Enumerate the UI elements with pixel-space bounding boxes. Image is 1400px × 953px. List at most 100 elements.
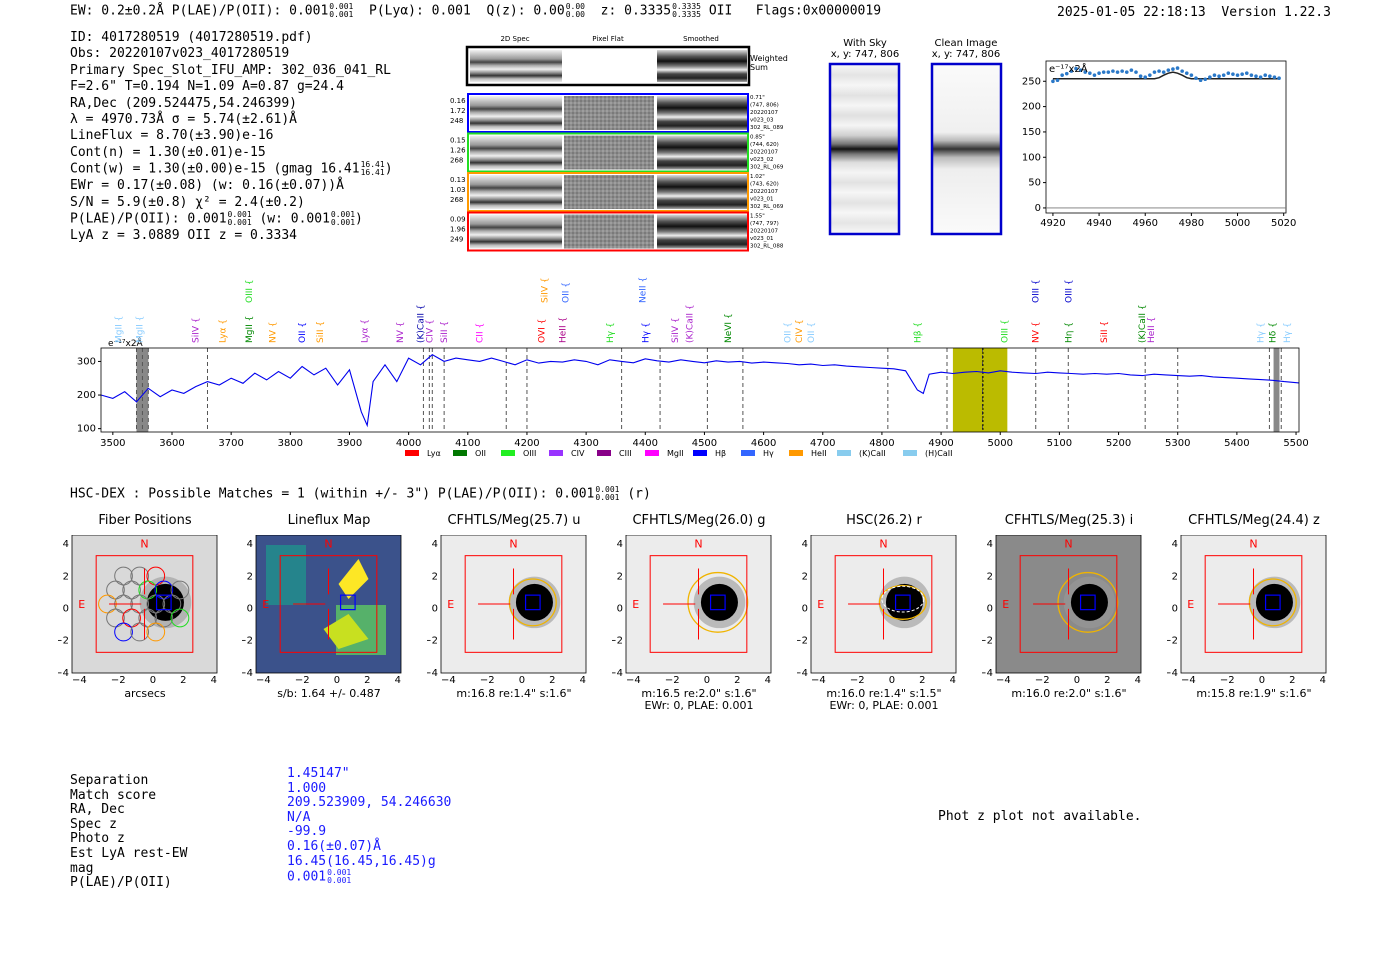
line-id-label: SiIV { (192, 317, 202, 343)
zoom-fit-line (1052, 71, 1280, 80)
zoom-data-point (1055, 78, 1060, 83)
source-core (146, 583, 184, 621)
line-id-label: OIII { (1032, 279, 1042, 303)
header-z-sup: 0.3335 (672, 2, 701, 11)
zoom-data-point (1064, 71, 1069, 76)
weighted-sum-row: Weighted Sum (465, 45, 788, 87)
info-cont-w-text: Cont(w) = 1.30(±0.00)e-15 (gmag 16.41 (70, 161, 360, 177)
fiber-meta-line: v023_01 (750, 236, 774, 242)
legend-label: MgII (667, 449, 684, 458)
panel-y-tick-label: 4 (1172, 539, 1178, 550)
fiber-row: 0.13 1.03 268 1.02" (743, 620)20220107 v023_0… (450, 172, 784, 212)
zoomed-spectrum-chart: 4920 4940 4960 4980 5000 5020 0 50 100 150 200 250 e… (1022, 60, 1296, 229)
full-x-tick-label: 4000 (396, 438, 421, 449)
zoom-scale-label: e⁻¹⁷x2Å (1049, 62, 1088, 75)
info-lineflux: LineFlux = 8.70(±3.90)e-16 (70, 128, 274, 144)
panel-x-ticks: −4 −2 0 2 4 (1181, 675, 1326, 686)
zoom-data-point (1240, 72, 1244, 76)
info-cont-n: Cont(n) = 1.30(±0.01)e-15 (70, 144, 266, 160)
legend-swatch (597, 450, 611, 456)
fiber-meta-line: 20220107 (750, 110, 778, 116)
full-x-tick-label: 4100 (455, 438, 480, 449)
panel-y-tick-label: −2 (982, 636, 993, 647)
line-id-label: Hη { (1064, 322, 1074, 343)
fiber-footprint (138, 608, 158, 628)
search-box (649, 555, 748, 653)
panel-x-tick-label: 0 (1258, 675, 1266, 686)
detection-info: ID: 4017280519 (4017280519.pdf) Obs: 202… (70, 30, 393, 244)
zoom-data-point (1124, 70, 1129, 74)
fiber-stat-a: 0.09 (450, 216, 466, 224)
header-summary: EW: 0.2±0.2Å P(LAE)/P(OII): 0.001 0.001 0.… (70, 3, 881, 19)
with-sky-header: With Sky x, y: 747, 806 (828, 38, 902, 60)
match-val-radec: 209.523909, 54.246630 (287, 795, 452, 811)
east-label: E (1002, 598, 1009, 611)
zoom-data-point (1166, 68, 1171, 72)
panel-x-tick-label: 4 (764, 675, 771, 686)
panel-y-tick-label: −2 (58, 636, 69, 647)
fiber-row: 0.16 1.72 248 0.71" (747, 806)20220107 v023_0… (450, 93, 784, 133)
fiber-footprint (122, 608, 141, 628)
info-plae-b-sub: 0.001 (330, 217, 356, 227)
panel-y-tick-label: 2 (247, 571, 253, 582)
zoom-data-point (1258, 75, 1263, 80)
line-id-label: SiII { (316, 321, 326, 343)
header-ew-plae: EW: 0.2±0.2Å P(LAE)/P(OII): 0.001 (70, 3, 329, 19)
hsc-panel-title: CFHTLS/Meg(25.3) i (1004, 513, 1134, 528)
line-id-label: NV { (269, 322, 279, 343)
fiber-frame (467, 172, 749, 212)
legend-label: HeII (811, 449, 827, 458)
line-id-label: SiIV { (671, 317, 681, 343)
header-z-sub: 0.3335 (672, 10, 701, 19)
zoom-data-point (1244, 71, 1249, 75)
fiber-footprint (130, 622, 150, 642)
fiber-footprint (146, 566, 166, 586)
line-id-label: (K)CaII { (686, 304, 696, 343)
masked-band (1273, 348, 1280, 432)
hsc-panel-caption-line: m:16.8 re:1.4" s:1.6" (456, 687, 572, 700)
with-sky-title: With Sky (843, 38, 887, 49)
hsc-panel-title: CFHTLS/Meg(26.0) g (632, 513, 766, 528)
header-z-fraction: 0.3335 0.3335 (672, 3, 701, 19)
fiber-stat-c: 248 (450, 117, 463, 125)
zoom-x-tick-label: 4960 (1133, 218, 1158, 229)
fiber-2d-spec (470, 135, 562, 170)
zoom-data-point (1194, 76, 1198, 81)
full-x-tick-label: 5500 (1283, 438, 1308, 449)
match-values: 1.45147" 1.000 209.523909, 54.246630 N/A… (287, 766, 452, 885)
hsc-panel-title: CFHTLS/Meg(25.7) u (447, 513, 581, 528)
full-x-tick-label: 4900 (928, 438, 953, 449)
panel-x-tick-label: 0 (703, 675, 711, 686)
north-label: N (1064, 538, 1072, 551)
fiber-position-box (339, 594, 356, 611)
panel-x-ticks: −4 −2 0 2 4 (72, 675, 217, 686)
fiber-stat-b: 1.96 (450, 226, 466, 234)
line-id-label: MgII { (115, 316, 125, 343)
panel-x-tick-label: 4 (949, 675, 956, 686)
match-labels: Separation Match score RA, Dec Spec z Ph… (70, 773, 187, 891)
line-id-label: Hγ { (606, 322, 616, 343)
line-id-label: Lyα { (218, 319, 228, 343)
hsc-panel-image: N E 4 2 0 −2 −4 (797, 535, 957, 679)
source-core (1070, 583, 1108, 621)
match-label-photoz: Photo z (70, 831, 125, 847)
hsc-panel-caption: arcsecs (60, 688, 230, 700)
with-sky-frame (828, 62, 901, 236)
panel-x-tick-label: −4 (256, 675, 271, 686)
zoom-data-point (1212, 73, 1217, 77)
east-label: E (817, 598, 824, 611)
source-core (700, 583, 738, 621)
source-core (1255, 583, 1293, 621)
clean-image-header: Clean Image x, y: 747, 806 (928, 38, 1004, 60)
panel-y-tick-label: 0 (247, 604, 253, 615)
fiber-stat-c: 268 (450, 157, 463, 165)
fiber-meta-line: 302_RL_069 (750, 204, 784, 210)
zoom-data-point (1129, 68, 1134, 72)
emission-highlight (952, 348, 1008, 432)
zoom-data-point (1231, 72, 1235, 76)
zoom-data-point (1134, 70, 1138, 74)
panel-x-tick-label: 4 (1319, 675, 1326, 686)
match-val-plae-text: 0.001 (287, 869, 327, 885)
info-plae-a-sup: 0.001 (227, 209, 252, 219)
header-plae-fraction: 0.001 0.001 (329, 3, 353, 19)
